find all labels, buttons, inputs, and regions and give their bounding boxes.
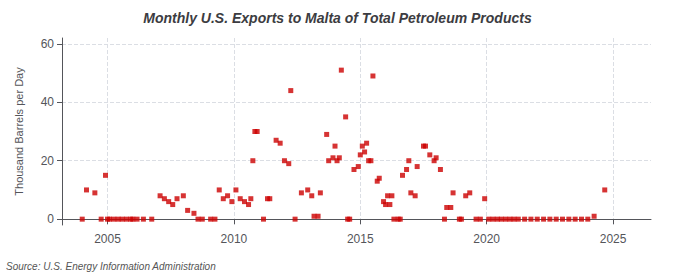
svg-text:60: 60 [41,37,55,51]
svg-text:2015: 2015 [347,232,374,246]
svg-text:2025: 2025 [600,232,627,246]
svg-text:2005: 2005 [94,232,121,246]
svg-text:40: 40 [41,95,55,109]
svg-text:20: 20 [41,154,55,168]
svg-text:2020: 2020 [473,232,500,246]
svg-text:2010: 2010 [221,232,248,246]
svg-text:0: 0 [47,212,54,226]
svg-text:Thousand Barrels per Day: Thousand Barrels per Day [13,67,25,196]
svg-text:Monthly U.S. Exports to Malta: Monthly U.S. Exports to Malta of Total P… [143,10,532,26]
svg-text:Source: U.S. Energy Informatio: Source: U.S. Energy Information Administ… [6,261,216,272]
